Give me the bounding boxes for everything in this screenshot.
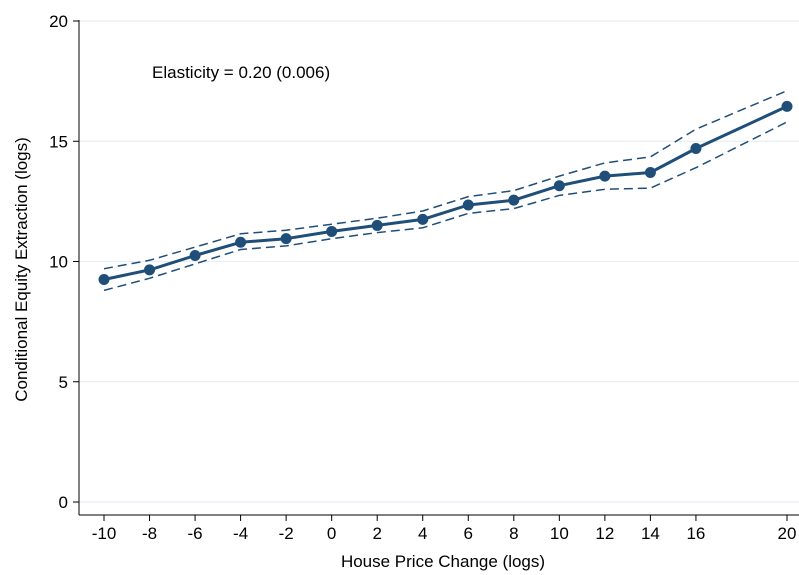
data-point [462,199,474,211]
data-point [417,213,429,225]
x-tick-label: -2 [279,524,294,543]
data-point [371,219,383,231]
y-tick-label: 20 [49,12,68,31]
series [103,90,788,292]
data-point [690,142,702,154]
x-tick-label: -6 [188,524,203,543]
elasticity-annotation: Elasticity = 0.20 (0.006) [152,63,330,82]
x-tick-label: 10 [550,524,569,543]
data-point [644,167,656,179]
x-tick-label: 4 [418,524,427,543]
x-tick-label: 12 [595,524,614,543]
x-tick-label: 8 [509,524,518,543]
data-point [781,100,793,112]
series-line-estimate [103,105,788,281]
markers [98,100,793,286]
series-line-upper-ci [103,90,788,270]
x-tick-label: -10 [92,524,117,543]
x-axis-title: House Price Change (logs) [341,552,545,571]
y-tick-label: 5 [59,373,68,392]
data-point [189,249,201,261]
data-point [553,180,565,192]
y-tick-label: 15 [49,132,68,151]
x-tick-label: 0 [327,524,336,543]
data-point [98,274,110,286]
y-ticks: 0 5 10 15 20 [49,12,79,512]
data-point [235,236,247,248]
data-point [508,194,520,206]
y-axis-title: Conditional Equity Extraction (logs) [12,137,31,402]
x-tick-label: 16 [686,524,705,543]
data-point [326,225,338,237]
series-line-lower-ci [103,121,788,292]
data-point [280,233,292,245]
data-point [599,170,611,182]
y-tick-label: 10 [49,253,68,272]
x-tick-label: 2 [372,524,381,543]
x-tick-label: 14 [641,524,660,543]
y-tick-label: 0 [59,493,68,512]
x-tick-label: -4 [233,524,248,543]
data-point [144,264,156,276]
x-tick-label: 20 [778,524,797,543]
x-tick-label: -8 [142,524,157,543]
x-ticks: -10 -8 -6 -4 -2 0 2 4 6 8 10 12 14 16 20 [92,515,797,543]
gridlines [80,20,799,503]
axes [78,20,799,516]
x-tick-label: 6 [464,524,473,543]
